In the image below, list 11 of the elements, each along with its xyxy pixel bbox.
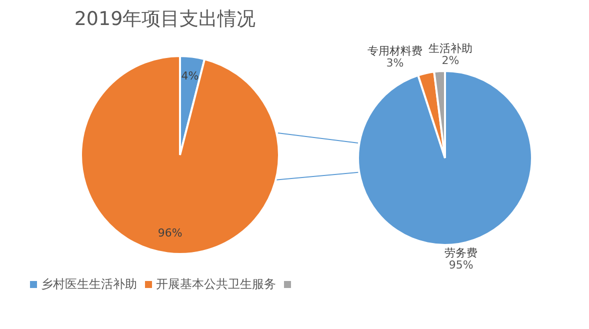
slice-label: 专用材料费 — [368, 44, 423, 58]
data-label: 96% — [158, 226, 182, 240]
slice-label: 劳务费 — [444, 246, 478, 260]
legend-label: 开展基本公共卫生服务 — [156, 276, 276, 293]
chart-title: 2019年项目支出情况 — [73, 7, 257, 32]
data-label: 3% — [386, 56, 404, 70]
data-label: 4% — [181, 69, 199, 82]
slice-label: 生活补助 — [428, 42, 473, 56]
data-label: 95% — [448, 258, 474, 272]
legend-label: 乡村医生生活补助 — [41, 276, 137, 293]
data-label: 2% — [442, 54, 460, 68]
